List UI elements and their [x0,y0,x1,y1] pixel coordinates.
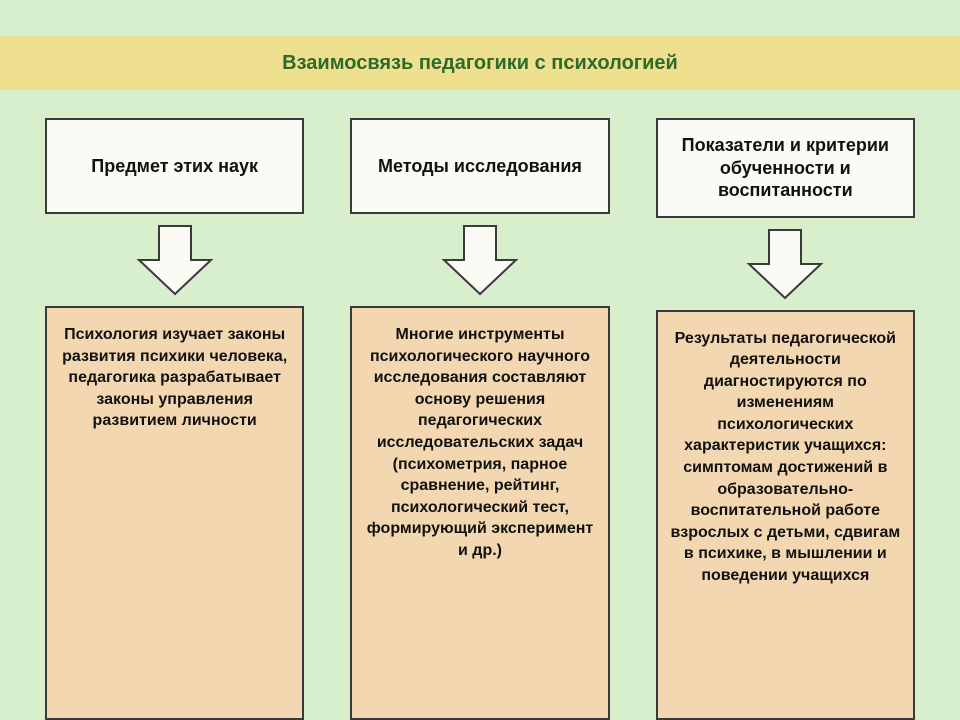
column-1: Предмет этих наук Психология изучает зак… [45,90,304,720]
page-title: Взаимосвязь педагогики с психологией [282,52,678,75]
body-text: Психология изучает законы развития психи… [59,324,290,432]
body-box-3: Результаты педагогической деятельности д… [656,310,915,720]
body-text: Результаты педагогической деятельности д… [670,328,901,587]
arrow-down-icon [135,224,215,296]
arrow-down-icon [745,228,825,300]
arrow-down-icon [440,224,520,296]
body-text: Многие инструменты психологического науч… [364,324,595,562]
header-box-2: Методы исследования [350,118,609,214]
header-box-1: Предмет этих наук [45,118,304,214]
header-box-3: Показатели и критерии обученности и восп… [656,118,915,218]
body-box-1: Психология изучает законы развития психи… [45,306,304,720]
body-box-2: Многие инструменты психологического науч… [350,306,609,720]
column-2: Методы исследования Многие инструменты п… [350,90,609,720]
header-label: Показатели и критерии обученности и восп… [668,134,903,202]
column-3: Показатели и критерии обученности и восп… [656,90,915,720]
columns-container: Предмет этих наук Психология изучает зак… [45,90,915,720]
header-label: Предмет этих наук [91,155,258,178]
title-bar: Взаимосвязь педагогики с психологией [0,36,960,90]
header-label: Методы исследования [378,155,582,178]
